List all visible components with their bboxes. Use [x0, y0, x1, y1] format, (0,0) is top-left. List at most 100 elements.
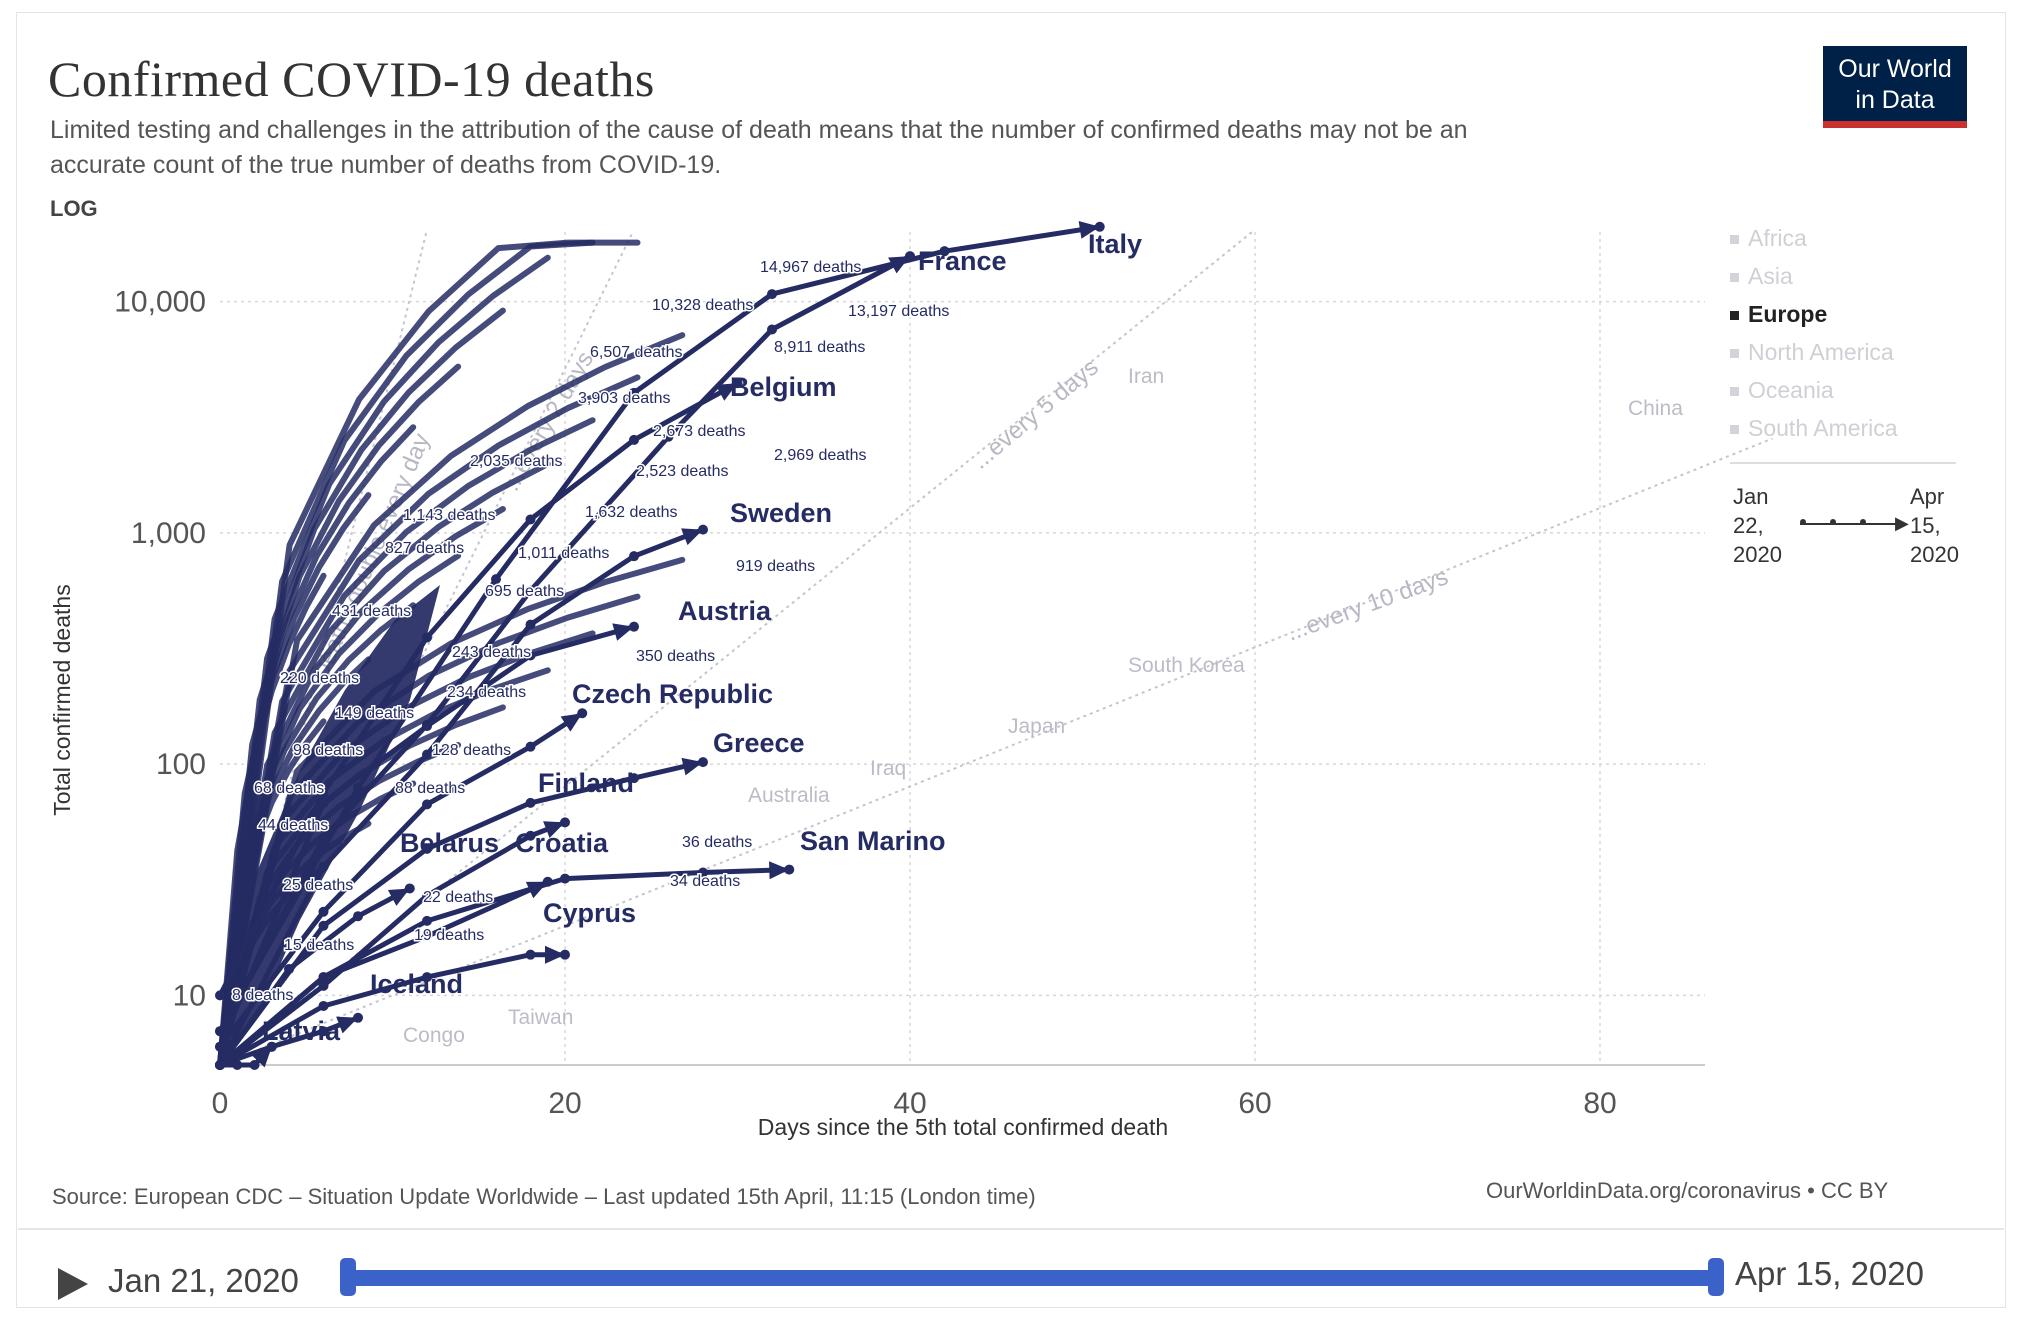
death-count-label: 8 deaths: [232, 987, 293, 1004]
series-point: [422, 915, 432, 926]
other-country-label: Congo: [403, 1024, 465, 1047]
series-point: [525, 797, 536, 808]
death-count-label: 1,011 deaths: [518, 545, 609, 562]
series-point: [629, 387, 639, 398]
series-point: [629, 551, 639, 562]
series-point: [698, 757, 708, 768]
x-axis-title: Days since the 5th total confirmed death: [758, 1114, 1168, 1140]
legend-item[interactable]: South America: [1730, 415, 1898, 442]
timeline-end-handle[interactable]: [1708, 1258, 1724, 1296]
death-count-label: 2,035 deaths: [470, 453, 563, 470]
play-icon[interactable]: [58, 1268, 88, 1300]
death-count-label: 10,328 deaths: [652, 297, 753, 314]
owid-link[interactable]: OurWorldinData.org/coronavirus • CC BY: [1486, 1178, 1889, 1203]
y-tick-label: 10,000: [114, 286, 206, 319]
other-country-label: Iraq: [870, 757, 906, 780]
death-count-label: 8,911 deaths: [774, 339, 865, 356]
series-point: [767, 289, 777, 300]
series-point: [422, 931, 432, 942]
series-name-label: Croatia: [515, 828, 609, 858]
series-arrowhead: [336, 1016, 358, 1034]
death-count-label: 220 deaths: [280, 670, 359, 687]
doubling-reference-line: [219, 437, 1773, 1066]
series-arrowhead: [681, 757, 703, 776]
other-country-label: Japan: [1008, 715, 1065, 738]
x-tick-label: 60: [1238, 1087, 1271, 1120]
legend-timeline-start: Jan 22, 2020: [1733, 484, 1782, 567]
series-point: [525, 650, 536, 661]
series-point: [318, 972, 329, 983]
legend-swatch: [1730, 425, 1739, 435]
series-point: [1094, 221, 1105, 232]
timeline-slider-track[interactable]: [346, 1270, 1718, 1286]
series-name-label: Latvia: [262, 1016, 341, 1046]
legend-label: Africa: [1748, 225, 1807, 251]
series-point: [698, 867, 708, 878]
other-country-label: South Korea: [1128, 654, 1245, 677]
series-point: [215, 990, 225, 1001]
death-count-label: 68 deaths: [254, 780, 324, 797]
legend-item[interactable]: North America: [1730, 339, 1894, 366]
series-arrowhead: [715, 383, 738, 401]
series-arrowhead: [1078, 221, 1100, 239]
series-point: [525, 619, 536, 630]
series-name-label: Sweden: [730, 498, 832, 528]
reference-line-label: ...every 5 days: [967, 354, 1104, 475]
owid-logo[interactable]: Our World in Data: [1823, 46, 1967, 128]
death-count-label: 22 deaths: [423, 889, 493, 906]
series-point: [784, 864, 795, 875]
series-point: [560, 949, 570, 960]
death-count-label: 827 deaths: [385, 540, 464, 557]
series-name-label: Cyprus: [543, 898, 636, 928]
reference-line-label: ...every 10 days: [1283, 563, 1451, 646]
series-point: [232, 1060, 243, 1070]
legend-item[interactable]: Africa: [1730, 225, 1807, 252]
legend-item[interactable]: Asia: [1730, 263, 1793, 290]
series-point: [318, 1026, 329, 1037]
series-point: [663, 431, 674, 442]
legend-swatch: [1730, 273, 1739, 283]
legend-timeline-dot: [1800, 519, 1806, 525]
series-arrowhead: [888, 256, 910, 274]
series-point: [422, 799, 432, 810]
legend-timeline-dot: [1830, 519, 1836, 525]
series-point: [422, 890, 432, 901]
legend-item[interactable]: Europe: [1730, 301, 1827, 328]
series-arrowhead: [560, 713, 583, 732]
legend-item[interactable]: Oceania: [1730, 377, 1834, 404]
series-point: [318, 906, 329, 917]
death-count-label: 14,967 deaths: [760, 259, 861, 276]
y-tick-label: 100: [156, 748, 206, 781]
series-point: [422, 749, 432, 760]
legend-label: Europe: [1748, 301, 1828, 327]
legend-timeline-end: Apr 15, 2020: [1910, 484, 1959, 567]
chart-subtitle-line1: Limited testing and challenges in the at…: [50, 116, 1468, 144]
x-tick-label: 80: [1583, 1087, 1616, 1120]
death-count-label: 149 deaths: [335, 705, 414, 722]
series-line: [217, 886, 413, 1068]
logo-text-line2: in Data: [1855, 86, 1935, 114]
death-count-label: 431 deaths: [332, 603, 411, 620]
series-arrowhead: [612, 623, 634, 641]
series-point: [422, 632, 432, 643]
series-name-label: Belarus: [400, 828, 499, 858]
timeline-start-handle[interactable]: [340, 1258, 356, 1296]
series-point: [629, 773, 639, 784]
log-scale-toggle[interactable]: LOG: [50, 196, 98, 221]
timeline-end-date: Apr 15, 2020: [1735, 1255, 1924, 1292]
legend-divider: [1730, 462, 1956, 464]
series-arrowhead: [769, 861, 790, 880]
death-count-label: 2,673 deaths: [653, 423, 746, 440]
series-point: [353, 911, 363, 922]
series-point: [525, 514, 536, 525]
series-point: [215, 1026, 225, 1037]
death-count-label: 13,197 deaths: [848, 303, 949, 320]
background-series-line: [217, 239, 641, 1068]
legend-swatch: [1730, 349, 1739, 359]
legend-swatch: [1730, 387, 1739, 397]
series-name-label: Czech Republic: [572, 679, 773, 709]
series-line: [217, 380, 740, 998]
y-axis-title: Total confirmed deaths: [49, 584, 75, 815]
death-count-label: 128 deaths: [432, 742, 511, 759]
other-country-label: Iran: [1128, 365, 1164, 388]
